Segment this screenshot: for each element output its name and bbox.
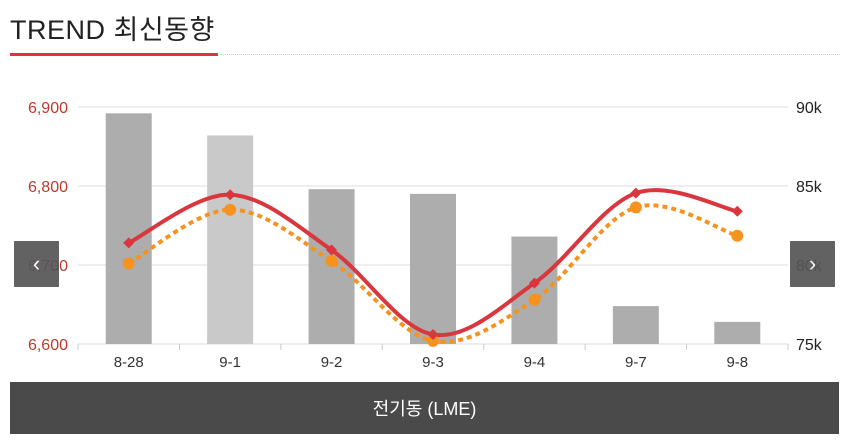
right-axis-label: 75k — [796, 337, 823, 354]
commodity-label-bar: 전기동 (LME) — [10, 382, 839, 434]
next-button[interactable]: › — [790, 241, 835, 287]
diamond-point — [224, 189, 236, 201]
circle-point — [325, 255, 338, 268]
left-axis-label: 6,800 — [28, 179, 68, 196]
header: TREND 최신동향 — [0, 0, 848, 60]
diamond-point — [326, 244, 338, 256]
circle-point — [629, 201, 642, 214]
page-title: TREND 최신동향 — [10, 15, 215, 45]
diamond-point — [427, 329, 439, 341]
circle-point — [731, 229, 744, 242]
category-label: 9-8 — [726, 354, 748, 371]
marker-layer — [122, 187, 744, 347]
bar — [105, 113, 152, 344]
circle-point — [427, 334, 439, 347]
circle-point — [122, 257, 135, 270]
category-label: 8-28 — [114, 354, 144, 371]
diamond-point — [123, 237, 135, 249]
category-label: 9-1 — [219, 354, 241, 371]
category-label: 9-2 — [321, 354, 343, 371]
bar — [207, 135, 254, 344]
category-label: 9-7 — [625, 354, 647, 371]
left-axis-label: 6,600 — [28, 337, 68, 354]
bar-layer — [105, 113, 761, 344]
right-axis-label: 85k — [796, 179, 823, 196]
previous-button[interactable]: ‹ — [14, 241, 59, 287]
chevron-right-icon: › — [808, 251, 817, 276]
chart-svg: 6,9006,8006,7006,60090k85k80k75k8-289-19… — [28, 100, 823, 371]
commodity-label: 전기동 (LME) — [372, 399, 477, 419]
diamond-point — [630, 187, 642, 199]
category-label: 9-4 — [524, 354, 546, 371]
circle-point — [224, 203, 237, 216]
title-divider — [220, 54, 840, 55]
right-axis-label: 90k — [796, 100, 823, 117]
circle-point — [528, 293, 541, 306]
bar — [511, 236, 558, 344]
category-label: 9-3 — [422, 354, 444, 371]
diamond-point — [528, 277, 540, 289]
trend-chart: 6,9006,8006,7006,60090k85k80k75k8-289-19… — [0, 90, 848, 380]
bar — [714, 321, 761, 344]
diamond-point — [731, 205, 743, 217]
bar — [410, 193, 456, 344]
bar — [612, 306, 659, 344]
title-underline — [10, 53, 218, 56]
chevron-left-icon: ‹ — [32, 251, 41, 276]
left-axis-label: 6,900 — [28, 100, 68, 117]
